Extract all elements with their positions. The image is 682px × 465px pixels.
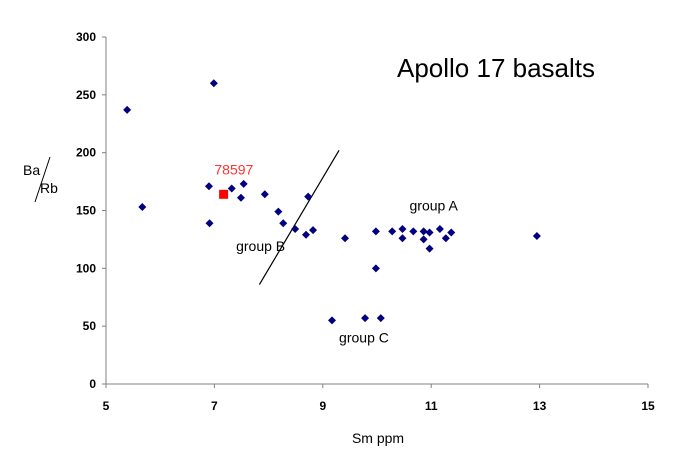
axes [102, 36, 649, 388]
data-point [441, 234, 450, 243]
y-axis-label-numerator: Ba [23, 162, 40, 178]
data-point [361, 314, 370, 323]
y-tick-label: 200 [76, 146, 96, 160]
x-tick-label: 9 [319, 399, 326, 413]
y-tick-label: 50 [83, 319, 97, 333]
x-tick-labels: 5 7 9 11 13 15 [103, 399, 655, 413]
x-tick-label: 5 [103, 399, 110, 413]
data-point [419, 235, 428, 244]
data-point [204, 182, 213, 191]
data-point [532, 231, 541, 240]
data-point [328, 316, 337, 325]
y-tick-labels: 0 50 100 150 200 250 300 [76, 30, 96, 391]
y-tick-label: 300 [76, 30, 96, 44]
x-axis-label: Sm ppm [352, 430, 404, 446]
data-point [301, 230, 310, 239]
data-point [239, 179, 248, 188]
data-point [388, 227, 397, 236]
annotations: 78597 group A group B group C [214, 162, 458, 346]
data-point [279, 219, 288, 228]
annotation-label: 78597 [214, 162, 253, 178]
x-tick-label: 11 [425, 399, 438, 413]
y-tick-label: 0 [89, 377, 96, 391]
data-point [205, 219, 214, 228]
annotation-label: group A [410, 198, 459, 214]
y-tick-label: 100 [76, 261, 96, 275]
data-point [309, 226, 318, 235]
data-point [123, 105, 132, 114]
x-tick-label: 13 [533, 399, 547, 413]
x-tick-label: 15 [641, 399, 655, 413]
data-point [236, 193, 245, 202]
y-tick-label: 250 [76, 88, 96, 102]
y-axis-label-slash [34, 156, 51, 203]
data-point [398, 225, 407, 234]
x-tick-label: 7 [211, 399, 218, 413]
annotation-label: group C [339, 329, 389, 345]
data-point [209, 79, 218, 88]
data-point [291, 225, 300, 234]
data-point [138, 203, 147, 212]
data-point [425, 244, 434, 253]
group-divider-line [258, 150, 340, 285]
y-axis-label-denominator: Rb [40, 180, 58, 196]
data-point [371, 264, 380, 273]
data-point [341, 234, 350, 243]
data-point [435, 225, 444, 234]
chart-title: Apollo 17 basalts [397, 53, 595, 83]
data-point [425, 228, 434, 237]
data-point [419, 227, 428, 236]
data-point [398, 234, 407, 243]
data-point [376, 314, 385, 323]
data-point [260, 190, 269, 199]
data-point [447, 228, 456, 237]
data-point [304, 192, 313, 201]
highlighted-sample-point [219, 189, 229, 199]
data-points [123, 79, 541, 325]
data-point [227, 184, 236, 193]
data-point [274, 207, 283, 216]
data-point [371, 227, 380, 236]
y-tick-label: 150 [76, 204, 96, 218]
annotation-label: group B [236, 238, 285, 254]
data-point [409, 227, 418, 236]
